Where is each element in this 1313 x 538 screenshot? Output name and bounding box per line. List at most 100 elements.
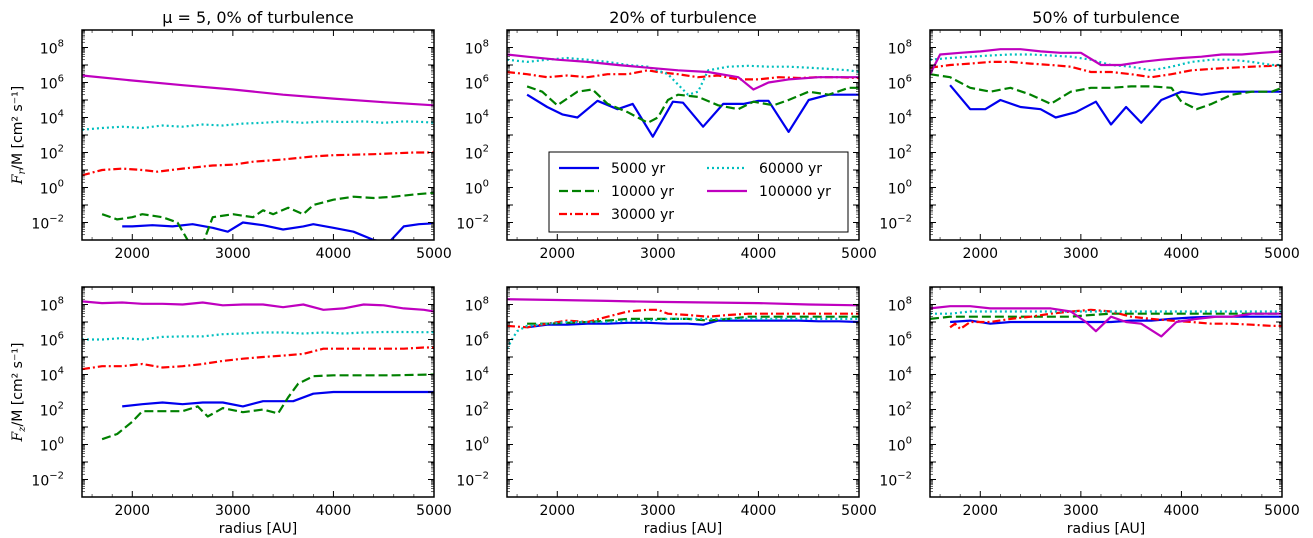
y-tick-label: 10−2	[456, 471, 489, 490]
legend-label: 60000 yr	[759, 161, 822, 177]
series-line-100000-yr	[82, 300, 434, 313]
y-tick-label: 102	[888, 144, 912, 163]
x-tick-label: 4000	[1164, 503, 1200, 519]
panel-2-1: 10−2 100 102 104 106 108 2000 3000 4000 5000 radiu…	[10, 286, 452, 537]
y-tick-label: 100	[465, 179, 489, 198]
y-tick-label: 108	[40, 296, 64, 315]
panel-1-1: 10−2 100 102 104 106 108 2000 3000 4000 5000 μ = 5…	[10, 8, 452, 262]
x-axis-label: radius [AU]	[1067, 521, 1145, 537]
x-tick-label: 4000	[741, 503, 777, 519]
y-tick-label: 102	[40, 144, 64, 163]
legend-item: 30000 yr	[559, 207, 674, 223]
series-line-10000-yr	[930, 73, 1282, 111]
y-tick-label: 106	[465, 74, 489, 93]
series-line-10000-yr	[526, 85, 859, 124]
legend: 5000 yr 10000 yr 30000 yr 60000 yr 100000 yr	[548, 151, 849, 233]
y-tick-label: 104	[40, 366, 64, 385]
panel-title: μ = 5, 0% of turbulence	[162, 8, 353, 27]
series-line-10000-yr	[101, 373, 434, 441]
x-tick-label: 2000	[962, 503, 998, 519]
y-tick-label: 108	[888, 39, 912, 58]
y-tick-label: 100	[888, 179, 912, 198]
y-tick-label: 104	[888, 109, 912, 128]
series-line-5000-yr	[122, 221, 434, 240]
x-tick-label: 5000	[1264, 246, 1300, 262]
y-tick-label: 100	[888, 436, 912, 455]
series-line-60000-yr	[930, 310, 1282, 315]
series-line-100000-yr	[507, 53, 859, 91]
x-tick-label: 4000	[741, 246, 777, 262]
x-tick-label: 5000	[841, 503, 877, 519]
series-line-30000-yr	[82, 346, 434, 371]
series-line-30000-yr	[507, 308, 859, 329]
series-line-60000-yr	[82, 330, 434, 341]
legend-label: 5000 yr	[611, 161, 665, 177]
legend-item: 100000 yr	[707, 184, 831, 200]
y-tick-label: 106	[40, 74, 64, 93]
x-tick-label: 2000	[539, 246, 575, 262]
axes-frame	[81, 29, 435, 241]
legend-label: 30000 yr	[611, 207, 674, 223]
y-axis-label: Fz/M [cm² s⁻¹]	[10, 343, 28, 443]
y-tick-label: 10−2	[456, 214, 489, 233]
series-line-30000-yr	[930, 60, 1282, 79]
y-tick-label: 100	[40, 179, 64, 198]
x-tick-label: 3000	[640, 503, 676, 519]
series-line-100000-yr	[930, 305, 1282, 338]
series-line-100000-yr	[507, 298, 859, 307]
x-tick-label: 3000	[215, 503, 251, 519]
x-tick-label: 3000	[640, 246, 676, 262]
series-line-100000-yr	[930, 48, 1282, 75]
y-tick-label: 104	[888, 366, 912, 385]
x-tick-label: 3000	[215, 246, 251, 262]
y-tick-label: 108	[40, 39, 64, 58]
y-axis-label: Fr/M [cm² s⁻¹]	[10, 86, 28, 185]
panel-2-2: 10−2 100 102 104 106 108 2000 3000 4000 5000 radiu…	[456, 286, 877, 537]
y-tick-label: 104	[465, 109, 489, 128]
series-line-5000-yr	[122, 390, 434, 408]
x-tick-label: 2000	[539, 503, 575, 519]
legend-item: 10000 yr	[559, 184, 674, 200]
series-line-10000-yr	[101, 191, 434, 240]
series-line-10000-yr	[527, 315, 859, 325]
y-tick-label: 102	[888, 401, 912, 420]
x-tick-label: 5000	[416, 503, 452, 519]
panels: 10−2 100 102 104 106 108 2000 3000 4000 5000 μ = 5…	[10, 8, 1300, 537]
y-tick-label: 108	[888, 296, 912, 315]
series-line-5000-yr	[526, 319, 859, 329]
y-tick-label: 104	[40, 109, 64, 128]
y-tick-label: 106	[465, 331, 489, 350]
y-tick-label: 100	[40, 436, 64, 455]
x-axis-label: radius [AU]	[644, 521, 722, 537]
y-tick-label: 102	[465, 144, 489, 163]
y-tick-label: 106	[40, 331, 64, 350]
y-tick-label: 102	[40, 401, 64, 420]
series-line-100000-yr	[82, 74, 434, 107]
x-tick-label: 2000	[114, 246, 150, 262]
x-tick-label: 3000	[1063, 246, 1099, 262]
x-tick-label: 4000	[316, 246, 352, 262]
y-tick-label: 10−2	[879, 214, 912, 233]
y-tick-label: 104	[465, 366, 489, 385]
panel-title: 50% of turbulence	[1032, 8, 1180, 27]
y-tick-label: 108	[465, 296, 489, 315]
x-tick-label: 4000	[316, 503, 352, 519]
panel-2-3: 10−2 100 102 104 106 108 2000 3000 4000 5000 radiu…	[879, 286, 1300, 537]
x-tick-label: 5000	[416, 246, 452, 262]
y-tick-label: 102	[465, 401, 489, 420]
y-tick-label: 108	[465, 39, 489, 58]
panel-1-2: 10−2 100 102 104 106 108 2000 3000 4000 5000 20% o…	[456, 8, 876, 262]
series-line-10000-yr	[930, 312, 1282, 320]
series-line-60000-yr	[507, 317, 859, 350]
y-tick-label: 106	[888, 331, 912, 350]
legend-item: 60000 yr	[707, 161, 822, 177]
x-tick-label: 5000	[1264, 503, 1300, 519]
x-tick-label: 3000	[1063, 503, 1099, 519]
axes-frame	[929, 286, 1283, 498]
legend-label: 100000 yr	[759, 184, 831, 200]
y-tick-label: 106	[888, 74, 912, 93]
series-line-60000-yr	[930, 53, 1282, 72]
series-line-5000-yr	[949, 84, 1282, 126]
series-line-60000-yr	[82, 120, 434, 131]
